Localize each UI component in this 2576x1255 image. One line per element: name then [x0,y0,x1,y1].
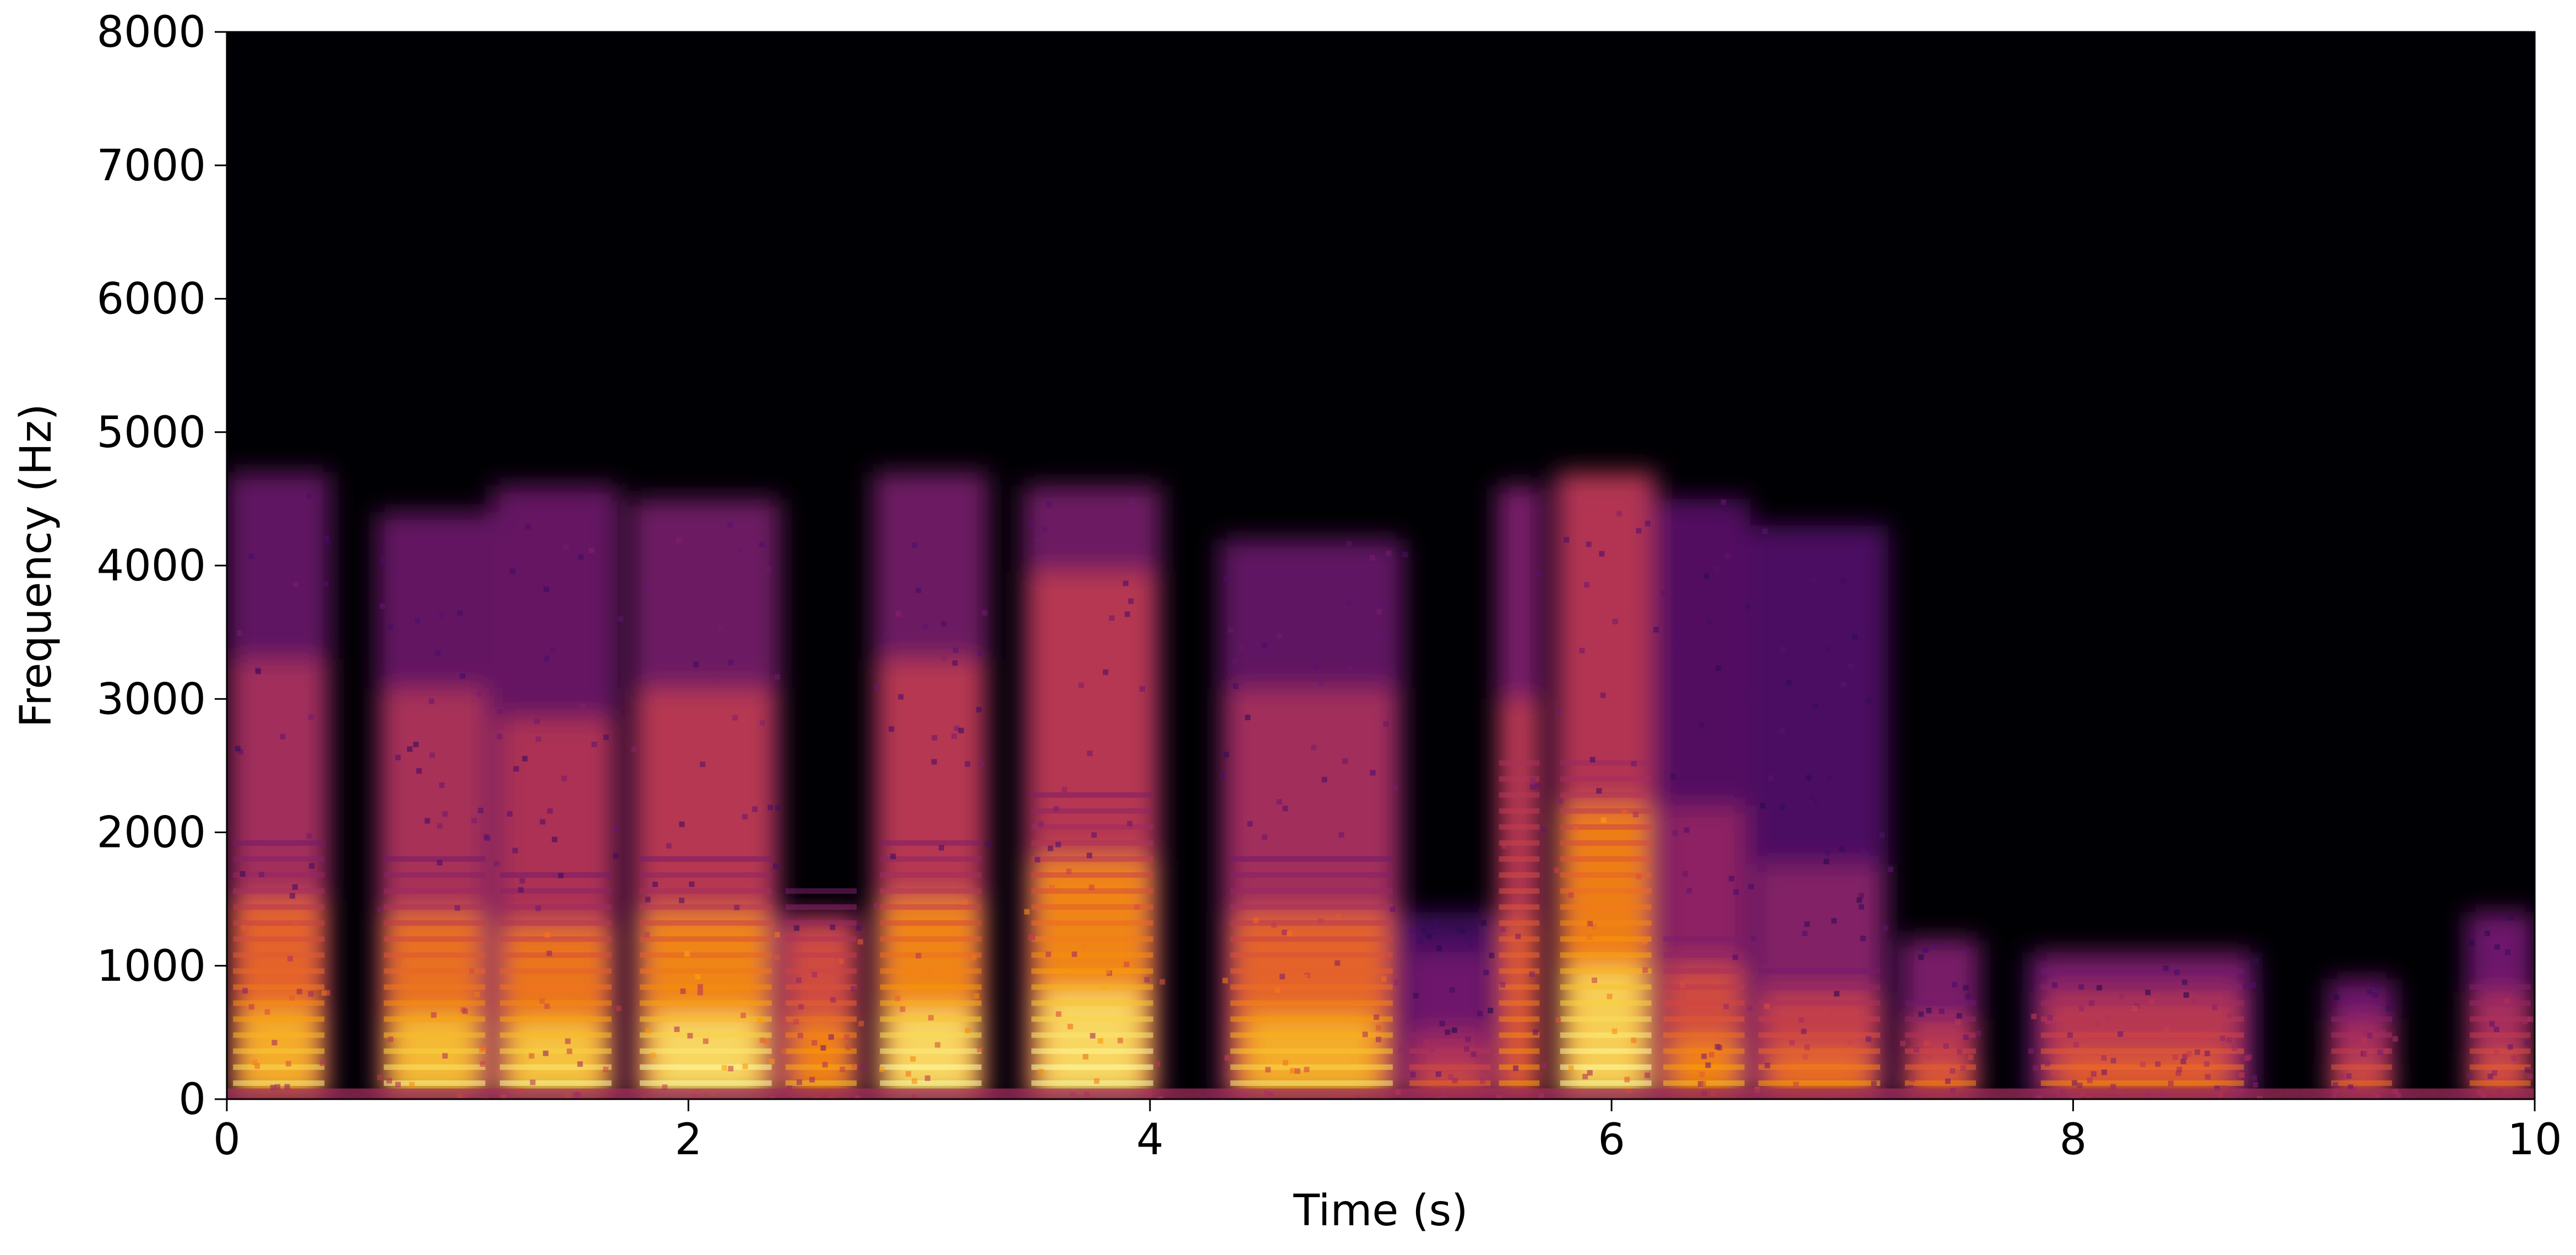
x-tick-label: 0 [213,1115,241,1165]
spectrogram-heatmap [227,472,2535,1099]
harmonic-lines [1499,760,1540,1086]
x-tick-label: 10 [2507,1115,2562,1165]
x-axis: 0 2 4 6 8 10 [213,1099,2562,1165]
plot-area [226,31,2536,1100]
harmonic-lines [1409,1032,1491,1086]
y-tick-label: 4000 [96,541,206,591]
y-tick-label: 2000 [96,808,206,858]
harmonic-lines [639,856,772,1086]
y-tick-label: 7000 [96,141,206,191]
energy-segment [492,485,619,1099]
x-tick-label: 8 [2060,1115,2087,1165]
x-tick-label: 2 [675,1115,702,1165]
energy-segment [1658,498,1750,1099]
y-tick-label: 5000 [96,408,206,458]
y-tick-label: 0 [178,1075,206,1124]
x-tick-label: 4 [1136,1115,1164,1165]
energy-segment [377,512,493,1099]
harmonic-lines [499,872,612,1086]
harmonic-lines [1663,936,1745,1086]
y-axis-label: Frequency (Hz) [12,404,61,727]
energy-segment [1023,485,1162,1099]
energy-segment [873,472,989,1099]
y-tick-label: 1000 [96,942,206,991]
noise-texture [781,924,866,1099]
low-frequency-band [227,1088,2535,1099]
energy-segment [2027,952,2258,1099]
noise-texture [2466,915,2535,1099]
energy-segment [630,498,781,1099]
y-tick-label: 6000 [96,275,206,324]
harmonic-lines [2469,984,2531,1086]
noise-texture [230,493,331,1099]
harmonic-lines [1905,1000,1976,1086]
y-axis: 0 1000 2000 3000 4000 5000 6000 7000 8000 [96,8,227,1124]
harmonic-lines [384,856,486,1086]
harmonic-lines [1230,856,1393,1086]
x-axis-label: Time (s) [1293,1186,1468,1236]
noise-texture [874,542,991,1099]
harmonic-lines [1758,968,1881,1086]
y-tick-label: 3000 [96,675,206,724]
energy-segment [1750,525,1889,1099]
harmonic-lines [1560,760,1652,1086]
y-tick-label: 8000 [96,8,206,57]
harmonic-lines [785,888,857,1086]
harmonic-lines [233,840,325,1086]
x-tick-label: 6 [1598,1115,1625,1165]
noise-texture [2028,958,2263,1099]
